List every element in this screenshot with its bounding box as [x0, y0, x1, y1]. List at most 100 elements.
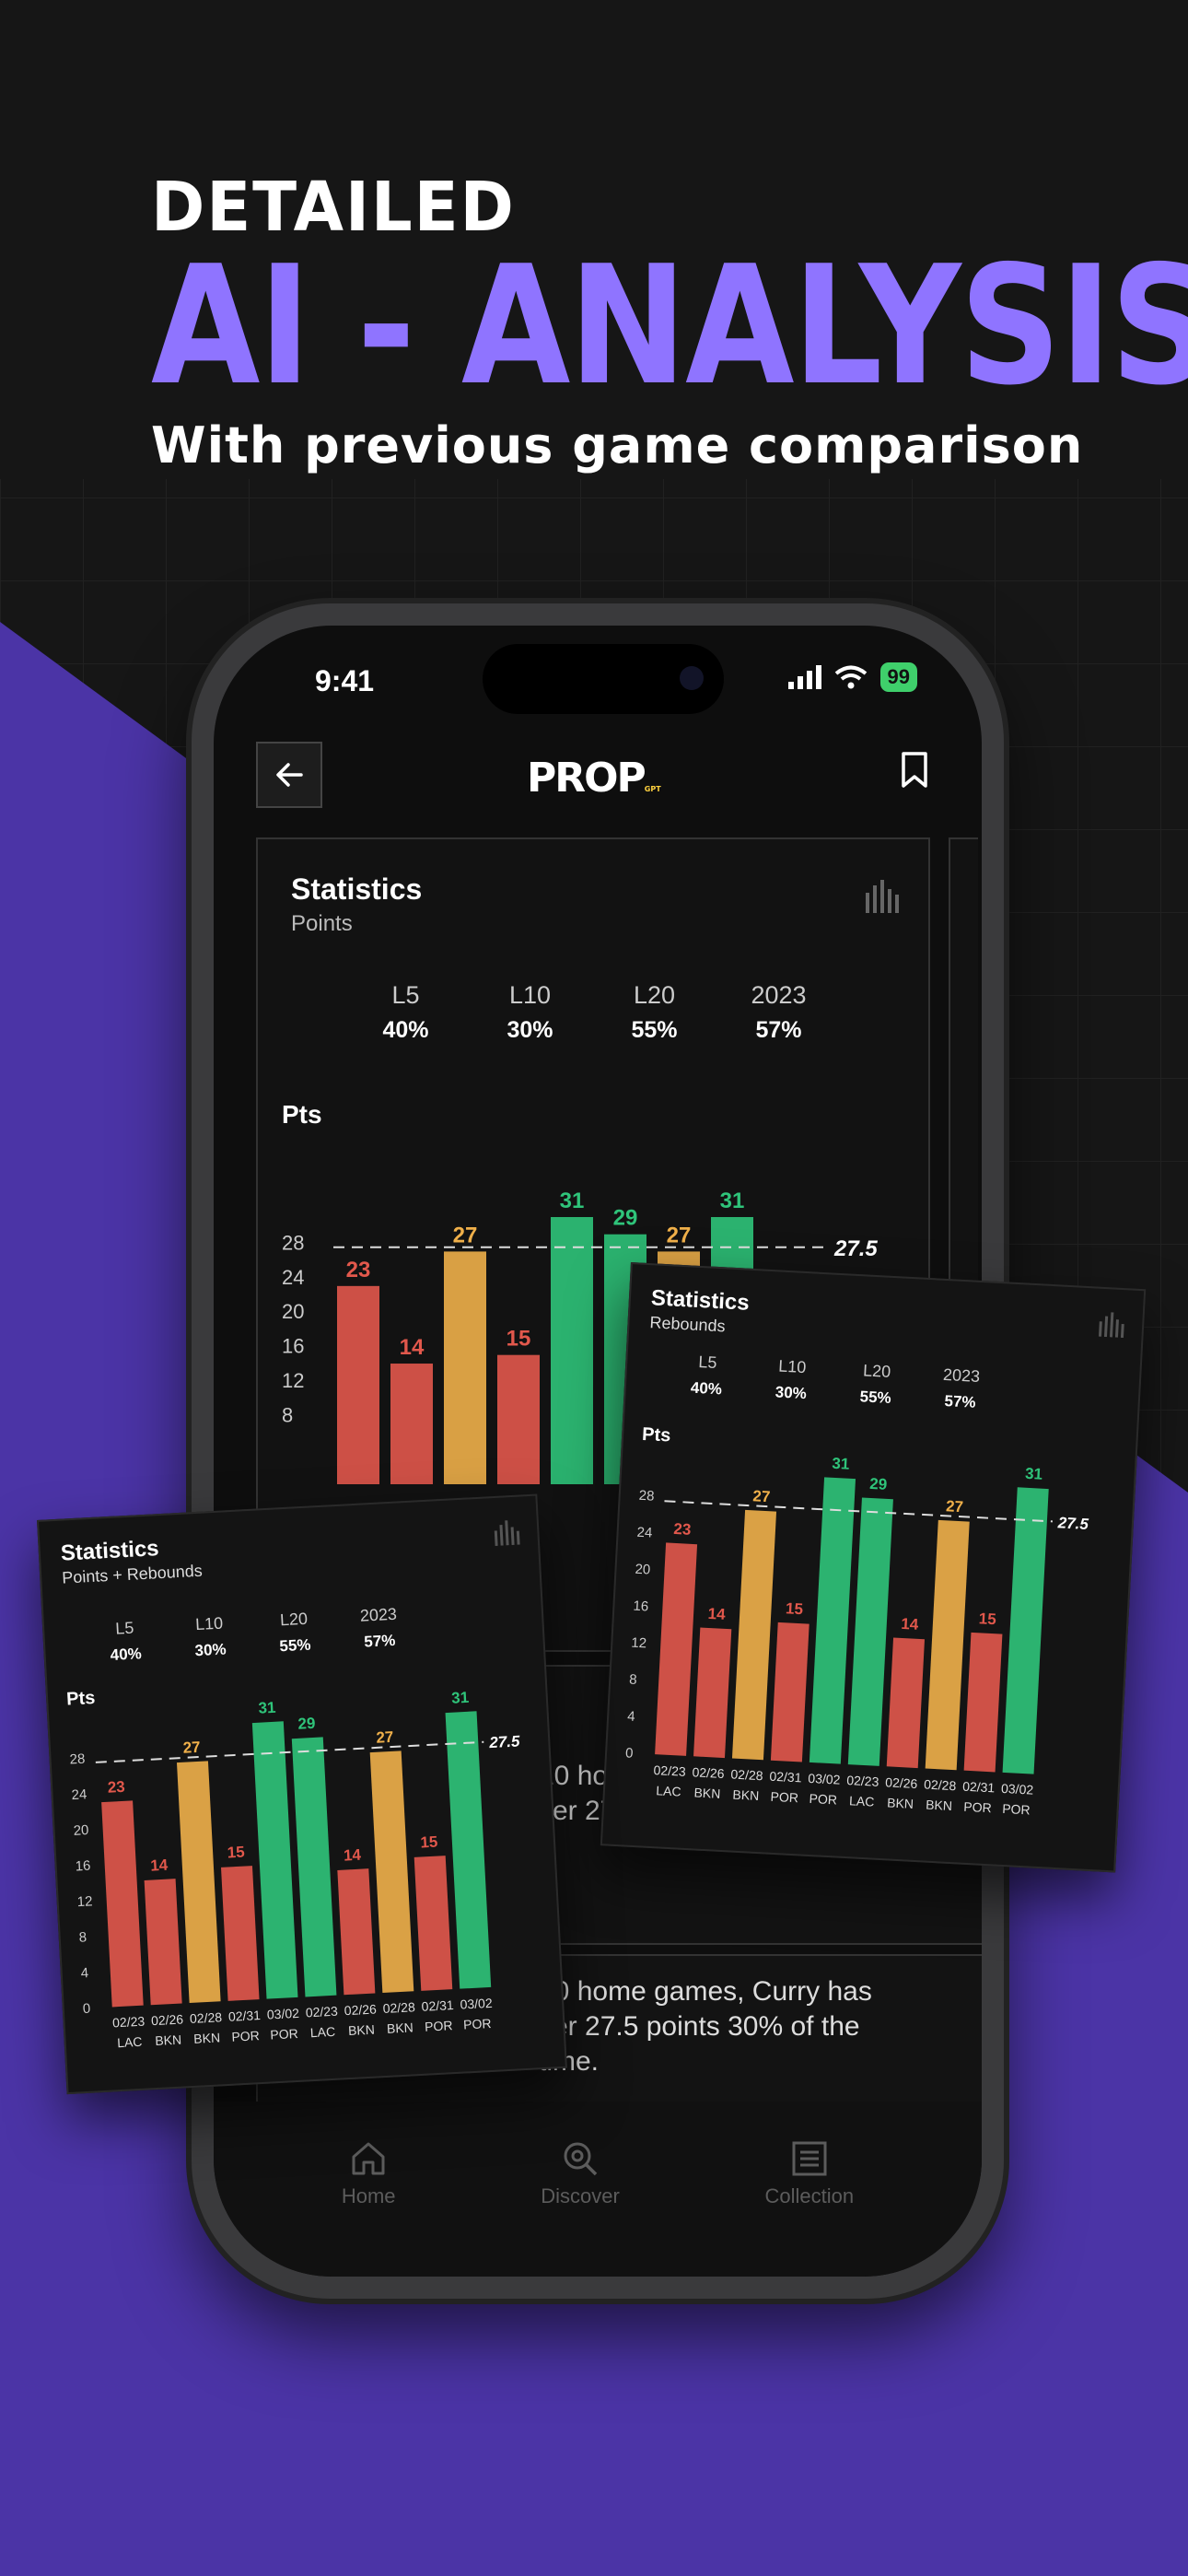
bar-value-label: 15 [227, 1844, 245, 1862]
percentage-label: L20 [862, 1361, 891, 1381]
bar [731, 1509, 777, 1761]
x-team-label: POR [770, 1789, 798, 1806]
bar [144, 1879, 182, 2006]
y-tick-label: 0 [82, 2001, 90, 2017]
y-tick-label: 8 [282, 1403, 293, 1426]
bar [291, 1737, 337, 1997]
search-icon [564, 2142, 598, 2176]
pr-percentages: L5 40% L10 30% L20 55% 2023 57% [99, 1604, 405, 1665]
y-tick-label: 8 [78, 1929, 87, 1945]
percentage-label: 2023 [751, 981, 807, 1009]
tab-collection[interactable]: Collection [765, 2138, 854, 2277]
bar [497, 1354, 540, 1484]
percentage-value: 55% [631, 1017, 678, 1043]
x-tick-label: 02/23 [846, 1773, 879, 1789]
status-indicators: 99 [787, 662, 917, 692]
bar [220, 1866, 260, 2001]
tab-home[interactable]: Home [342, 2138, 396, 2277]
bar-value-label: 27 [667, 1223, 692, 1247]
stats-title: Statistics [291, 872, 423, 906]
bar-value-label: 31 [258, 1699, 276, 1717]
x-team-label: LAC [117, 2034, 143, 2050]
percentage-row: L5 40% L10 30% L20 55% 2023 57% [368, 981, 816, 1044]
percentage-label: 2023 [942, 1364, 981, 1386]
home-icon [352, 2142, 385, 2175]
bar [551, 1217, 593, 1484]
insight-text-2-line2: ver 27.5 points 30% of the [539, 2011, 860, 2042]
percentage-value: 30% [194, 1640, 227, 1660]
x-tick-label: 02/23 [112, 2014, 146, 2031]
threshold-line [664, 1500, 1053, 1523]
logo-sub: GPT [644, 785, 661, 793]
bar-chart-icon[interactable] [493, 1517, 522, 1547]
y-tick-label: 12 [76, 1893, 93, 1910]
bar [337, 1285, 379, 1484]
bar-value-label: 23 [673, 1520, 692, 1539]
y-tick-label: 4 [627, 1708, 635, 1724]
threshold-line [95, 1740, 484, 1763]
x-team-label: POR [231, 2028, 260, 2044]
x-tick-label: 02/31 [769, 1769, 802, 1786]
logo-text: PROP [527, 755, 646, 802]
bar-value-label: 31 [1025, 1465, 1043, 1483]
percentage-value: 55% [279, 1635, 311, 1656]
stats-subtitle: Points [291, 911, 353, 936]
percentage-label: L5 [391, 981, 420, 1009]
bar-value-label: 14 [344, 1846, 362, 1865]
bar-value-label: 14 [707, 1605, 726, 1623]
y-tick-label: 24 [71, 1786, 87, 1803]
tab-home-label: Home [341, 2184, 396, 2207]
percentage-item: 2023 57% [935, 1365, 986, 1413]
bar [925, 1519, 970, 1771]
tab-discover[interactable]: Discover [541, 2138, 620, 2277]
x-team-label: LAC [849, 1793, 875, 1809]
x-team-label: POR [270, 2026, 298, 2043]
headline-big: AI - ANALYSIS [151, 230, 1188, 421]
percentage-label: L5 [697, 1352, 717, 1373]
bar-chart-icon[interactable] [864, 876, 901, 913]
y-axis-label: Pts [642, 1424, 671, 1446]
x-tick-label: 02/26 [344, 2001, 377, 2018]
bar-chart-icon[interactable] [1097, 1309, 1126, 1339]
x-team-label: BKN [193, 2030, 221, 2045]
bar [413, 1856, 453, 1991]
bar-value-label: 29 [613, 1206, 638, 1231]
percentage-value: 30% [775, 1383, 808, 1403]
rebounds-subtitle: Rebounds [649, 1313, 727, 1336]
bar-value-label: 14 [150, 1856, 169, 1875]
bar-value-label: 27 [182, 1739, 201, 1757]
percentage-label: L5 [114, 1618, 134, 1638]
x-team-label: BKN [926, 1797, 953, 1813]
bar-value-label: 27 [453, 1223, 478, 1247]
x-tick-label: 02/31 [228, 2008, 262, 2024]
bookmark-button[interactable] [899, 751, 930, 794]
tab-bar: Home Discover Collection [214, 2102, 982, 2277]
wifi-icon [834, 665, 867, 689]
bar-value-label: 27 [376, 1728, 394, 1747]
bar [1002, 1487, 1049, 1774]
percentage-item: L10 30% [493, 981, 567, 1044]
threshold-label: 27.5 [833, 1236, 878, 1261]
y-tick-label: 28 [282, 1231, 304, 1254]
app-logo: PROPGPT [527, 755, 661, 802]
back-button[interactable] [256, 742, 322, 808]
bar [176, 1761, 221, 2004]
points-rebounds-chart: Pts 28 24 20 16 12 8 4 0 23 02/23 LAC 14 02/26 BKN 27 02… [66, 1688, 521, 2050]
percentage-item: L10 30% [765, 1356, 817, 1404]
percentage-value: 40% [110, 1645, 143, 1665]
percentage-label: L10 [777, 1356, 807, 1377]
insight-text-2: 10 home games, Curry has ver 27.5 points… [539, 1974, 872, 2079]
tab-discover-label: Discover [541, 2184, 620, 2207]
x-tick-label: 02/26 [885, 1774, 918, 1791]
bar-value-label: 15 [786, 1599, 804, 1618]
x-tick-label: 02/26 [692, 1764, 725, 1781]
x-tick-label: 02/23 [653, 1762, 686, 1779]
bar [963, 1632, 1003, 1773]
bar [101, 1800, 144, 2008]
points-rebounds-card: Statistics Points + Rebounds L5 40% L10 30%… [37, 1493, 567, 2095]
x-team-label: POR [963, 1799, 992, 1816]
bar [337, 1868, 376, 1996]
list-icon [792, 2141, 827, 2176]
bar-value-label: 31 [832, 1455, 850, 1473]
bar-value-label: 23 [107, 1778, 125, 1797]
